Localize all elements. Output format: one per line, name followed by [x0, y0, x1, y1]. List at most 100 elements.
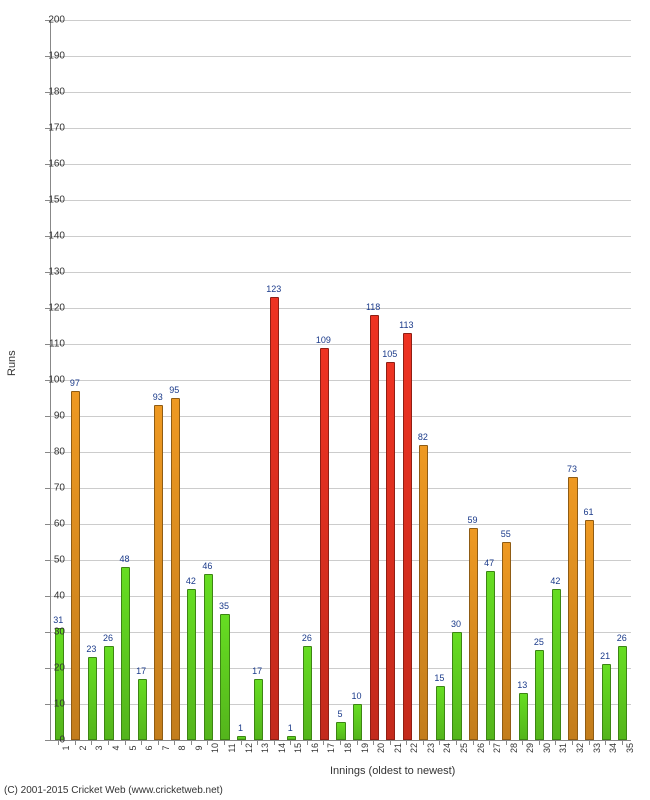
- bar-value-label: 13: [517, 680, 527, 690]
- x-tick-label: 11: [227, 743, 237, 752]
- y-tick-label: 140: [48, 231, 65, 242]
- bar: [519, 693, 528, 740]
- x-tick-label: 6: [144, 745, 154, 750]
- x-tick-label: 23: [426, 743, 436, 753]
- x-tick: [489, 740, 490, 745]
- x-tick: [141, 740, 142, 745]
- gridline: [51, 632, 631, 633]
- y-tick: [45, 452, 50, 453]
- bar: [71, 391, 80, 740]
- x-tick: [555, 740, 556, 745]
- bar-value-label: 26: [302, 633, 312, 643]
- gridline: [51, 308, 631, 309]
- bar-value-label: 95: [169, 385, 179, 395]
- x-tick-label: 14: [277, 743, 287, 753]
- bar-value-label: 97: [70, 378, 80, 388]
- x-tick: [274, 740, 275, 745]
- x-tick: [622, 740, 623, 745]
- bar-value-label: 109: [316, 335, 331, 345]
- bar-value-label: 46: [202, 561, 212, 571]
- bar-value-label: 61: [584, 507, 594, 517]
- bar: [104, 646, 113, 740]
- y-tick-label: 100: [48, 375, 65, 386]
- y-tick-label: 70: [54, 483, 65, 494]
- x-tick: [125, 740, 126, 745]
- y-tick-label: 120: [48, 303, 65, 314]
- x-tick: [439, 740, 440, 745]
- x-tick: [307, 740, 308, 745]
- x-tick: [108, 740, 109, 745]
- x-tick-label: 10: [210, 743, 220, 753]
- x-tick: [373, 740, 374, 745]
- x-tick-label: 15: [293, 743, 303, 753]
- bar-value-label: 31: [53, 615, 63, 625]
- bar-value-label: 93: [153, 392, 163, 402]
- x-tick: [290, 740, 291, 745]
- gridline: [51, 164, 631, 165]
- y-tick-label: 180: [48, 87, 65, 98]
- gridline: [51, 56, 631, 57]
- y-tick-label: 160: [48, 159, 65, 170]
- y-tick-label: 40: [54, 591, 65, 602]
- x-tick: [406, 740, 407, 745]
- gridline: [51, 92, 631, 93]
- bar-value-label: 35: [219, 601, 229, 611]
- gridline: [51, 236, 631, 237]
- bar: [55, 628, 64, 740]
- y-tick-label: 190: [48, 51, 65, 62]
- bar: [602, 664, 611, 740]
- x-tick: [91, 740, 92, 745]
- x-tick-label: 21: [393, 743, 403, 753]
- bar: [254, 679, 263, 740]
- bar: [270, 297, 279, 740]
- x-tick-label: 30: [542, 743, 552, 753]
- y-tick-label: 130: [48, 267, 65, 278]
- bar-value-label: 42: [186, 576, 196, 586]
- bar: [436, 686, 445, 740]
- bar-value-label: 25: [534, 637, 544, 647]
- y-tick-label: 170: [48, 123, 65, 134]
- bar-value-label: 17: [252, 666, 262, 676]
- bar: [336, 722, 345, 740]
- x-tick-label: 17: [326, 743, 336, 753]
- gridline: [51, 344, 631, 345]
- x-tick-label: 32: [575, 743, 585, 753]
- x-tick-label: 26: [476, 743, 486, 753]
- bar: [618, 646, 627, 740]
- y-tick-label: 20: [54, 663, 65, 674]
- y-tick-label: 10: [54, 699, 65, 710]
- y-tick: [45, 632, 50, 633]
- y-tick-label: 110: [49, 339, 65, 350]
- bar: [535, 650, 544, 740]
- y-tick: [45, 524, 50, 525]
- bar: [370, 315, 379, 740]
- x-tick-label: 13: [260, 743, 270, 753]
- x-tick: [539, 740, 540, 745]
- x-tick-label: 12: [244, 743, 254, 753]
- y-tick-label: 150: [48, 195, 65, 206]
- gridline: [51, 380, 631, 381]
- x-tick: [572, 740, 573, 745]
- x-tick-label: 22: [409, 743, 419, 753]
- bar-value-label: 30: [451, 619, 461, 629]
- x-tick: [340, 740, 341, 745]
- y-tick-label: 80: [54, 447, 65, 458]
- y-tick-label: 30: [54, 627, 65, 638]
- x-tick-label: 20: [376, 743, 386, 753]
- x-tick: [390, 740, 391, 745]
- gridline: [51, 452, 631, 453]
- x-tick-label: 24: [442, 743, 452, 753]
- y-axis-label: Runs: [6, 350, 18, 376]
- x-tick-label: 1: [61, 745, 71, 750]
- bar-value-label: 42: [550, 576, 560, 586]
- gridline: [51, 128, 631, 129]
- x-tick: [58, 740, 59, 745]
- x-tick-label: 18: [343, 743, 353, 753]
- gridline: [51, 272, 631, 273]
- x-tick-label: 3: [94, 745, 104, 750]
- y-tick: [45, 560, 50, 561]
- y-tick: [45, 668, 50, 669]
- plot-area: [50, 20, 631, 741]
- bar: [585, 520, 594, 740]
- bar: [403, 333, 412, 740]
